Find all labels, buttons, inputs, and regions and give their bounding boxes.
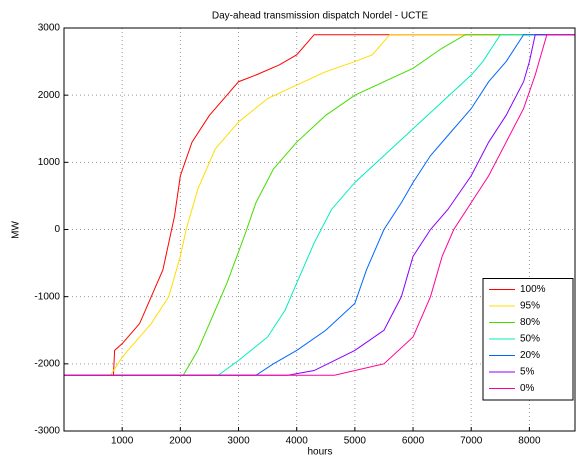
chart-title: Day-ahead transmission dispatch Nordel -… [212,11,429,22]
x-tick-label: 7000 [460,436,483,447]
y-tick-label: 1000 [38,157,61,168]
x-tick-label: 8000 [518,436,541,447]
y-axis-label: MW [11,221,22,239]
y-tick-label: -3000 [34,426,60,437]
legend-label: 50% [520,334,540,345]
y-tick-label: 3000 [38,23,61,34]
y-tick-label: 2000 [38,90,61,101]
series-line [64,34,575,376]
series-line [64,34,575,376]
x-tick-label: 1000 [111,436,134,447]
x-tick-label: 3000 [227,436,250,447]
x-axis-label: hours [307,447,332,458]
legend-label: 20% [520,350,540,361]
x-tick-label: 4000 [286,436,309,447]
legend: 100% 95% 80% 50% 20% 5% 0% [482,278,574,401]
series-line [64,34,575,376]
legend-label: 80% [520,317,540,328]
plot-frame [63,27,576,432]
y-tick-label: -2000 [34,358,60,369]
legend-label: 5% [520,367,535,378]
x-tick-label: 6000 [402,436,425,447]
legend-label: 0% [520,383,535,394]
lines [64,34,575,376]
series-line [64,34,575,376]
series-line [64,34,575,376]
series-line [64,34,575,376]
series-line [64,34,575,376]
y-tick-label: -1000 [34,291,60,302]
x-tick-label: 2000 [169,436,192,447]
legend-label: 95% [520,301,540,312]
legend-label: 100% [520,284,546,295]
y-tick-label: 0 [54,224,60,235]
grid [64,27,575,432]
x-tick-label: 5000 [344,436,367,447]
